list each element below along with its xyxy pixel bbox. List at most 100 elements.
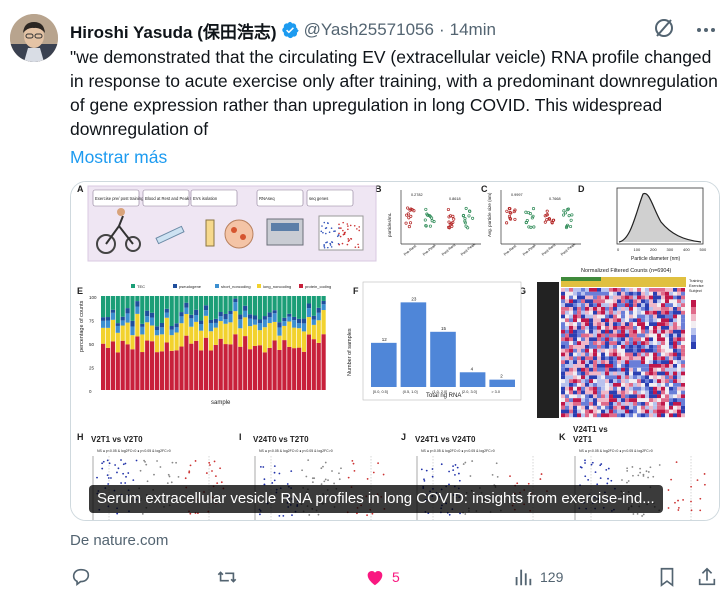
dotplot-point bbox=[543, 220, 547, 224]
panel-e-legend-label: long_noncoding bbox=[263, 284, 291, 289]
volcano-point bbox=[626, 481, 628, 484]
reply-button[interactable] bbox=[70, 565, 98, 589]
panel-g-cell bbox=[641, 288, 645, 292]
panel-e-bar-segment bbox=[311, 296, 316, 316]
views-button[interactable]: 129 bbox=[512, 565, 563, 589]
panel-g-cell bbox=[593, 341, 597, 345]
panel-g-cell bbox=[561, 314, 565, 319]
panel-g-cell bbox=[653, 288, 657, 292]
panel-g-cell bbox=[641, 405, 645, 410]
like-button[interactable]: 5 bbox=[364, 565, 400, 589]
panel-g-cell bbox=[641, 303, 645, 307]
panel-g-cell bbox=[593, 329, 597, 334]
panel-g-cell bbox=[573, 356, 577, 361]
volcano-point bbox=[496, 475, 499, 478]
panel-g-cell bbox=[677, 310, 681, 315]
panel-g-cell bbox=[601, 337, 605, 342]
panel-g-cell bbox=[665, 379, 669, 383]
panel-g-cell bbox=[625, 356, 629, 361]
panel-g-cell bbox=[593, 352, 597, 357]
bookmark-button[interactable] bbox=[656, 565, 678, 589]
panel-a-step-box bbox=[92, 189, 140, 207]
panel-e-bar-segment bbox=[184, 302, 189, 308]
panel-g-cell bbox=[573, 390, 577, 395]
panel-g-cell bbox=[617, 314, 621, 319]
panel-g-cell bbox=[605, 402, 609, 406]
panel-g-cell bbox=[617, 345, 621, 349]
panel-g-cell bbox=[609, 367, 613, 372]
panel-g-cell bbox=[649, 345, 653, 349]
panel-g-cell bbox=[589, 371, 593, 376]
panel-e-bar-segment bbox=[203, 337, 209, 390]
panel-g-cell bbox=[673, 352, 677, 357]
panel-g-cell bbox=[669, 333, 673, 338]
volcano-point bbox=[423, 480, 426, 482]
panel-g-cell bbox=[653, 371, 657, 376]
panel-e-bar-segment bbox=[184, 296, 189, 303]
avatar[interactable] bbox=[10, 14, 58, 62]
panel-g-cell bbox=[577, 318, 581, 323]
panel-g-cell bbox=[601, 390, 605, 395]
timestamp[interactable]: 14min bbox=[449, 20, 496, 39]
panel-g-cell bbox=[641, 314, 645, 319]
panel-g-cell bbox=[649, 413, 653, 418]
panel-e-bar-segment bbox=[252, 296, 258, 316]
panel-e-bar-segment bbox=[257, 322, 262, 331]
panel-g-cell bbox=[565, 375, 569, 380]
panel-g-cell bbox=[633, 307, 637, 311]
panel-e-ytick: 100 bbox=[89, 295, 97, 300]
panel-g-cell bbox=[665, 364, 669, 368]
volcano-point bbox=[301, 469, 303, 472]
volcano-point bbox=[331, 470, 333, 472]
panel-e-bar-segment bbox=[110, 319, 115, 342]
dotplot-point bbox=[564, 225, 569, 230]
panel-g-cell bbox=[565, 386, 569, 391]
card-source[interactable]: De nature.com bbox=[70, 532, 169, 549]
panel-g-cell bbox=[669, 352, 673, 357]
share-button[interactable] bbox=[696, 565, 718, 589]
panel-g-cell bbox=[637, 409, 641, 414]
panel-g-cell bbox=[641, 299, 645, 304]
panel-g-cell bbox=[677, 299, 681, 304]
panel-g-cell bbox=[573, 291, 577, 296]
panel-e-legend-swatch bbox=[215, 284, 219, 288]
panel-g-cell bbox=[573, 367, 577, 372]
panel-g-cell bbox=[617, 352, 621, 357]
volcano-point bbox=[696, 479, 699, 482]
panel-e-bar-segment bbox=[115, 323, 120, 326]
panel-g-cell bbox=[581, 379, 585, 383]
panel-g-cell bbox=[621, 386, 625, 391]
volcano-point bbox=[674, 501, 676, 504]
panel-g-cell bbox=[677, 303, 681, 307]
more-icon[interactable] bbox=[694, 18, 718, 42]
panel-d-xtick: 500 bbox=[700, 247, 707, 252]
panel-g-cell bbox=[637, 413, 641, 418]
panel-g-cell bbox=[653, 337, 657, 342]
volcano-point bbox=[120, 459, 122, 461]
author-handle[interactable]: @Yash25571056 bbox=[303, 20, 434, 39]
panel-g-cell bbox=[649, 337, 653, 342]
author-name[interactable]: Hiroshi Yasuda (保田浩志) bbox=[70, 22, 277, 42]
volcano-point bbox=[322, 465, 324, 468]
panel-g-cell bbox=[645, 371, 649, 376]
volcano-point bbox=[278, 472, 281, 475]
panel-g-cell bbox=[673, 299, 677, 304]
show-more-link[interactable]: Mostrar más bbox=[70, 147, 168, 167]
volcano-point bbox=[120, 482, 123, 484]
volcano-point bbox=[124, 462, 127, 465]
panel-g-cell bbox=[669, 337, 673, 342]
panel-g-cell bbox=[581, 333, 585, 338]
panel-g-cell bbox=[657, 337, 661, 342]
panel-g-cell bbox=[681, 288, 685, 292]
panel-e-bar-segment bbox=[101, 343, 106, 390]
grok-icon[interactable] bbox=[652, 16, 676, 40]
retweet-button[interactable] bbox=[216, 565, 244, 589]
volcano-point bbox=[647, 476, 649, 479]
volcano-point bbox=[600, 463, 603, 465]
panel-g-cell bbox=[653, 314, 657, 319]
panel-e-bar-segment bbox=[203, 315, 209, 338]
panel-g-cell bbox=[561, 303, 565, 307]
panel-g-cell bbox=[665, 375, 669, 380]
panel-e-bar-segment bbox=[115, 352, 120, 390]
